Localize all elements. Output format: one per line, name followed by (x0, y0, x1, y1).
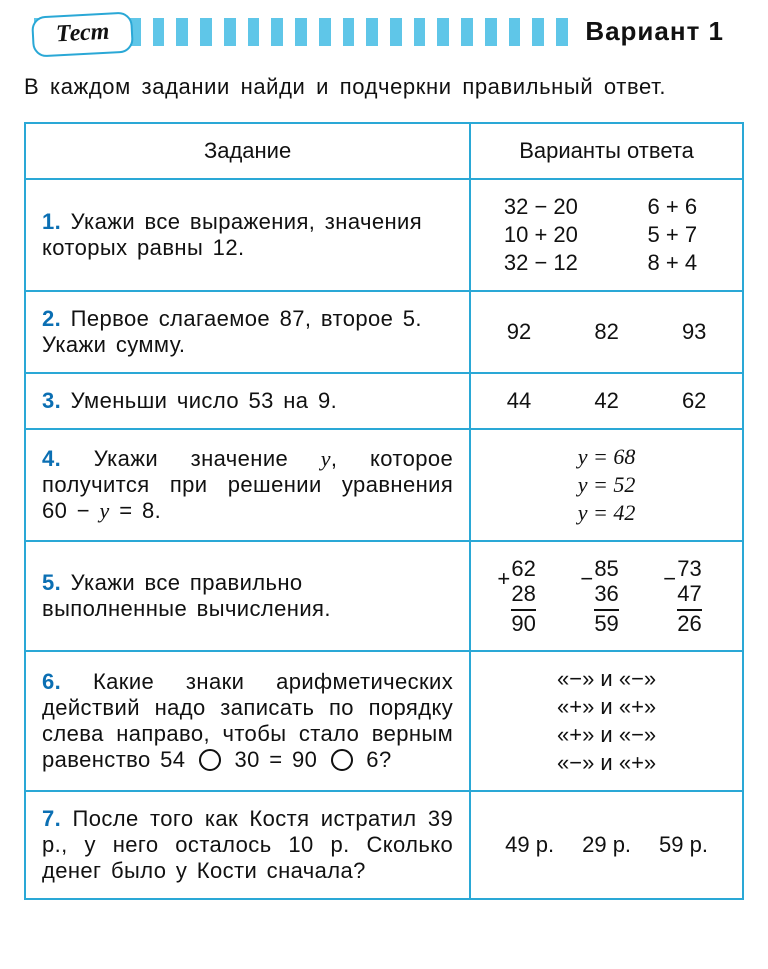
task-row-2: 2. Первое слагаемое 87, второе 5. Укажи … (25, 291, 743, 373)
answer-column: y = 68 y = 52 y = 42 (487, 444, 726, 526)
tasks-table: Задание Варианты ответа 1. Укажи все выр… (24, 122, 744, 900)
answer-option: 93 (682, 319, 706, 345)
answer-option: 32 − 12 (504, 250, 578, 276)
answer-option: 32 − 20 (504, 194, 578, 220)
calc-result: 59 (594, 611, 618, 636)
answer-option: 6 + 6 (648, 194, 698, 220)
task-number: 2. (42, 306, 61, 331)
task-text: Укажи все выражения, значения которых ра… (42, 209, 422, 260)
stripe (319, 18, 331, 46)
answer-option: 8 + 4 (648, 250, 698, 276)
calc-a: 85 (594, 556, 618, 581)
stripe (343, 18, 355, 46)
calc-a: 62 (511, 556, 535, 581)
vertical-calc: + 62 28 90 (511, 556, 535, 636)
answer-row: 44 42 62 (487, 388, 726, 414)
task-text: 30 = 90 (225, 747, 327, 772)
task-number: 1. (42, 209, 61, 234)
answer-option: 42 (594, 388, 618, 414)
answer-option: 10 + 20 (504, 222, 578, 248)
stripe (366, 18, 378, 46)
task-number: 6. (42, 669, 61, 694)
col-header-answers: Варианты ответа (470, 123, 743, 179)
answer-wrap: 49 р. 29 р. 59 р. (487, 832, 726, 858)
stripe (271, 18, 283, 46)
task-text: 6? (357, 747, 392, 772)
answer-option: 49 р. (505, 832, 554, 858)
vertical-calc: − 73 47 26 (677, 556, 701, 636)
task-number: 5. (42, 570, 61, 595)
task-row-6: 6. Какие знаки арифметических действий н… (25, 651, 743, 791)
answer-row: 92 82 93 (487, 319, 726, 345)
answer-option: y = 52 (578, 472, 636, 498)
task-text: После того как Костя истратил 39 р., у н… (42, 806, 453, 883)
blank-circle-icon (331, 749, 353, 771)
task-text: Укажи значение (94, 446, 321, 471)
calc-result: 90 (511, 611, 535, 636)
stripe (414, 18, 426, 46)
stripe (437, 18, 449, 46)
answer-option: 59 р. (659, 832, 708, 858)
task-text: Уменьши число 53 на 9. (71, 388, 337, 413)
answer-option: y = 68 (578, 444, 636, 470)
stripe (176, 18, 188, 46)
answer-grid: 32 − 20 6 + 6 10 + 20 5 + 7 32 − 12 8 + … (487, 194, 726, 276)
calc-row: + 62 28 90 − 85 36 59 (487, 556, 726, 636)
task-text: Укажи все правильно выполненные вычислен… (42, 570, 331, 621)
answer-option: 44 (507, 388, 531, 414)
var-y: y (321, 446, 331, 471)
stripe (224, 18, 236, 46)
calc-b: 47 (677, 581, 701, 606)
calc-a: 73 (677, 556, 701, 581)
calc-op: − (663, 566, 676, 591)
calc-op: − (580, 566, 593, 591)
stripe (485, 18, 497, 46)
calc-op: + (497, 566, 510, 591)
var-y: y (100, 498, 110, 523)
task-row-1: 1. Укажи все выражения, значения которых… (25, 179, 743, 291)
task-text: Первое слагаемое 87, второе 5. Укажи сум… (42, 306, 422, 357)
calc-b: 36 (594, 581, 618, 606)
task-row-3: 3. Уменьши число 53 на 9. 44 42 62 (25, 373, 743, 429)
task-number: 4. (42, 446, 61, 471)
blank-circle-icon (199, 749, 221, 771)
answer-option: «+» и «+» (557, 694, 656, 720)
stripe (295, 18, 307, 46)
answer-option: «−» и «+» (557, 750, 656, 776)
stripe (509, 18, 521, 46)
task-number: 3. (42, 388, 61, 413)
answer-option: 29 р. (582, 832, 631, 858)
stripe (556, 18, 568, 46)
vertical-calc: − 85 36 59 (594, 556, 618, 636)
calc-b: 28 (511, 581, 535, 606)
answer-option: 92 (507, 319, 531, 345)
task-row-7: 7. После того как Костя истратил 39 р., … (25, 791, 743, 899)
task-row-4: 4. Укажи значение y, которое получится п… (25, 429, 743, 541)
task-number: 7. (42, 806, 61, 831)
answer-option: 82 (594, 319, 618, 345)
answer-option: y = 42 (578, 500, 636, 526)
stripe (461, 18, 473, 46)
stripe (390, 18, 402, 46)
stripe (153, 18, 165, 46)
answer-option: 62 (682, 388, 706, 414)
answer-column: «−» и «−» «+» и «+» «+» и «−» «−» и «+» (487, 666, 726, 776)
answer-option: «−» и «−» (557, 666, 656, 692)
calc-result: 26 (677, 611, 701, 636)
stripe (248, 18, 260, 46)
task-row-5: 5. Укажи все правильно выполненные вычис… (25, 541, 743, 651)
answer-option: 5 + 7 (648, 222, 698, 248)
test-badge: Тест (31, 11, 134, 57)
task-text: = 8. (110, 498, 161, 523)
stripe (532, 18, 544, 46)
answer-option: «+» и «−» (557, 722, 656, 748)
variant-badge: Вариант 1 (569, 14, 740, 53)
header-stripes: Тест Вариант 1 (24, 18, 744, 46)
col-header-task: Задание (25, 123, 470, 179)
stripe (200, 18, 212, 46)
instruction-text: В каждом задании найди и подчеркни прави… (24, 74, 744, 100)
